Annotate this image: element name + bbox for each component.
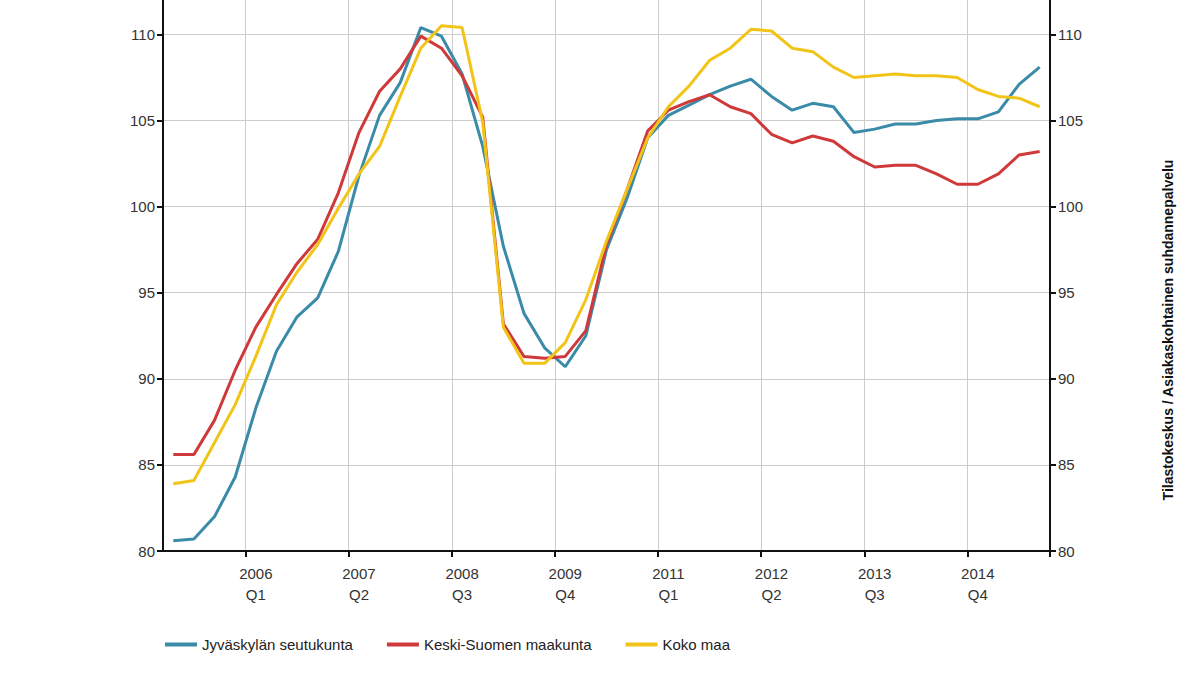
svg-text:Q2: Q2 — [762, 586, 782, 603]
svg-text:90: 90 — [1058, 370, 1075, 387]
svg-text:2007: 2007 — [342, 565, 375, 582]
svg-text:Q4: Q4 — [968, 586, 988, 603]
svg-text:2014: 2014 — [961, 565, 994, 582]
svg-text:110: 110 — [1058, 26, 1082, 43]
svg-text:100: 100 — [1058, 198, 1083, 215]
svg-text:2013: 2013 — [858, 565, 891, 582]
svg-text:90: 90 — [138, 370, 155, 387]
svg-text:85: 85 — [138, 456, 155, 473]
svg-text:95: 95 — [1058, 284, 1075, 301]
svg-text:Q3: Q3 — [865, 586, 885, 603]
svg-text:2008: 2008 — [445, 565, 478, 582]
svg-text:2012: 2012 — [755, 565, 788, 582]
svg-text:Keski-Suomen maakunta: Keski-Suomen maakunta — [424, 636, 592, 653]
svg-text:Q1: Q1 — [246, 586, 266, 603]
svg-text:Tilastokeskus / Asiakaskohtain: Tilastokeskus / Asiakaskohtainen suhdann… — [1160, 160, 1176, 501]
svg-text:Q4: Q4 — [555, 586, 575, 603]
svg-text:2011: 2011 — [652, 565, 684, 582]
svg-text:2009: 2009 — [549, 565, 582, 582]
svg-text:2006: 2006 — [239, 565, 272, 582]
svg-text:100: 100 — [130, 198, 155, 215]
svg-text:105: 105 — [1058, 112, 1083, 129]
svg-text:Q2: Q2 — [349, 586, 369, 603]
svg-text:85: 85 — [1058, 456, 1075, 473]
svg-text:80: 80 — [1058, 543, 1075, 560]
svg-text:105: 105 — [130, 112, 155, 129]
svg-text:80: 80 — [138, 543, 155, 560]
svg-text:Jyväskylän seutukunta: Jyväskylän seutukunta — [202, 636, 354, 653]
svg-text:95: 95 — [138, 284, 155, 301]
svg-text:Q3: Q3 — [452, 586, 472, 603]
svg-text:Koko maa: Koko maa — [663, 636, 731, 653]
svg-text:110: 110 — [131, 26, 155, 43]
svg-text:Q1: Q1 — [658, 586, 678, 603]
